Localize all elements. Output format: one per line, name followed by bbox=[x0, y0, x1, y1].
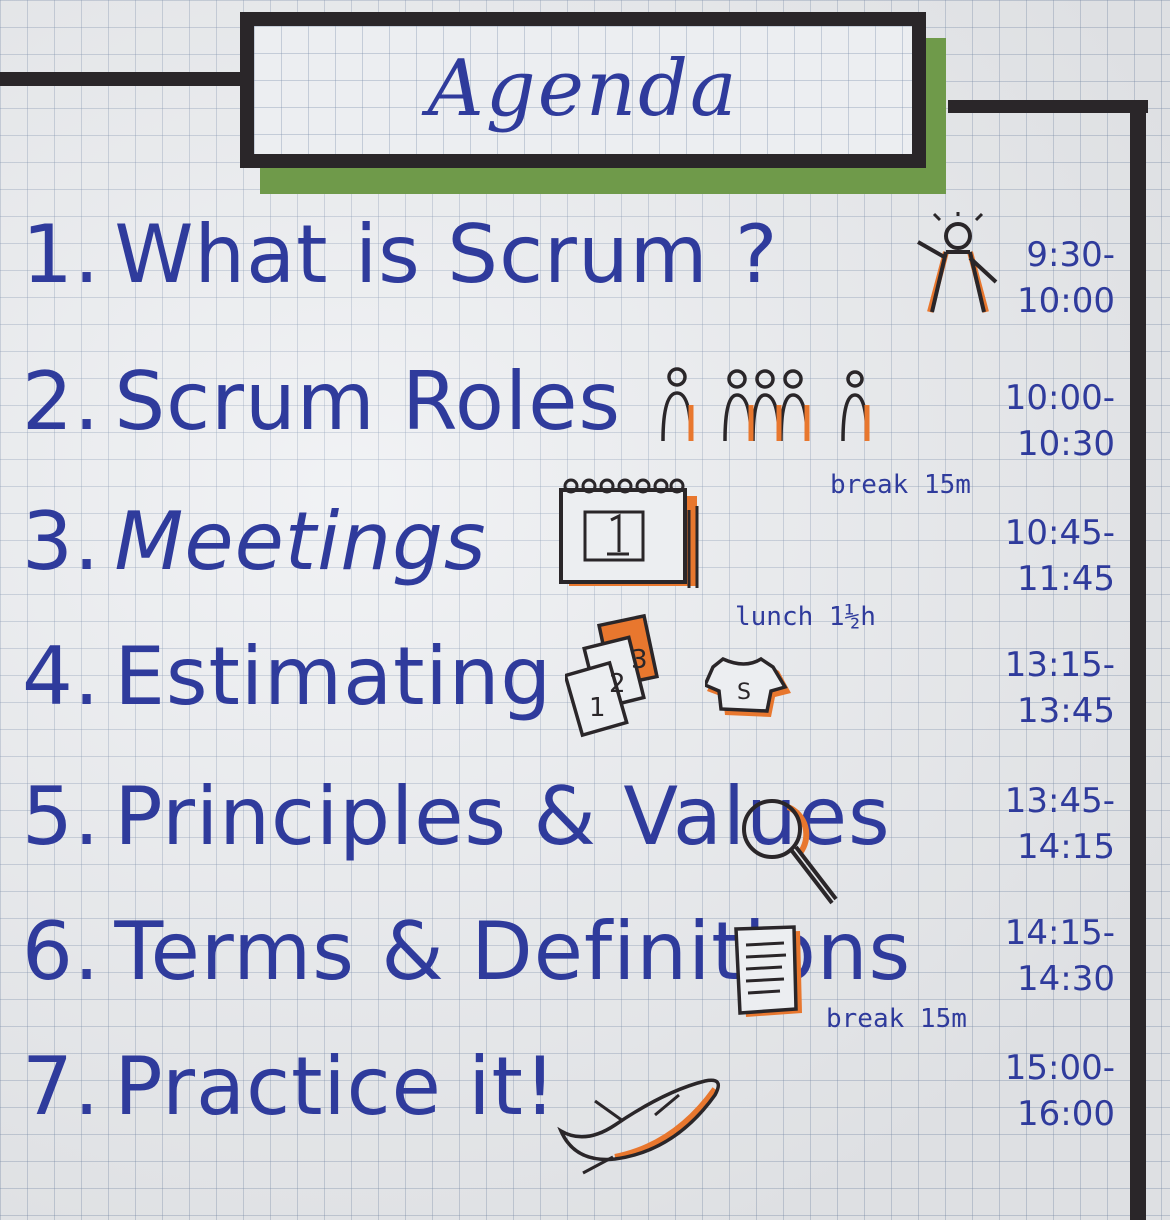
time-item-6: 14:15- 14:30 bbox=[965, 910, 1115, 1002]
confused-person-icon bbox=[917, 212, 998, 313]
lunch-note: lunch 1½h bbox=[735, 602, 876, 632]
item-number: 4. bbox=[22, 630, 101, 723]
time-item-2: 10:00- 10:30 bbox=[965, 375, 1115, 467]
time-start: 9:30- bbox=[1026, 235, 1115, 275]
time-end: 14:30 bbox=[1017, 959, 1115, 999]
time-end: 14:15 bbox=[1017, 827, 1115, 867]
item-label: Practice it! bbox=[114, 1040, 557, 1133]
break-note-2: break 15m bbox=[826, 1004, 967, 1034]
agenda-item-2: 2. Scrum Roles bbox=[22, 355, 621, 448]
time-item-1: 9:30- 10:00 bbox=[965, 232, 1115, 324]
item-label: Scrum Roles bbox=[114, 355, 622, 448]
agenda-item-5: 5. Principles & Values bbox=[22, 770, 891, 863]
time-item-4: 13:15- 13:45 bbox=[965, 642, 1115, 734]
airplane-icon bbox=[557, 1078, 721, 1175]
svg-text:3: 3 bbox=[631, 645, 648, 675]
time-end: 11:45 bbox=[1017, 559, 1115, 599]
time-end: 10:00 bbox=[1017, 281, 1115, 321]
item-label: Meetings bbox=[114, 495, 487, 588]
time-start: 14:15- bbox=[1004, 913, 1115, 953]
title-box: Agenda bbox=[240, 12, 926, 168]
svg-text:1: 1 bbox=[589, 693, 606, 723]
item-label: Principles & Values bbox=[114, 770, 891, 863]
item-number: 7. bbox=[22, 1040, 101, 1133]
document-icon bbox=[734, 925, 802, 1017]
item-number: 2. bbox=[22, 355, 101, 448]
time-item-3: 10:45- 11:45 bbox=[965, 510, 1115, 602]
estimation-cards-icon: 321 bbox=[565, 613, 660, 738]
time-end: 10:30 bbox=[1017, 424, 1115, 464]
svg-text:2: 2 bbox=[609, 669, 626, 699]
time-start: 13:15- bbox=[1004, 645, 1115, 685]
item-number: 1. bbox=[22, 208, 101, 301]
time-item-7: 15:00- 16:00 bbox=[965, 1045, 1115, 1137]
time-item-5: 13:45- 14:15 bbox=[965, 778, 1115, 870]
tshirt-size-icon: S bbox=[705, 656, 791, 717]
team-people-icon bbox=[661, 367, 870, 442]
frame-line-right-top bbox=[948, 100, 1148, 113]
time-end: 16:00 bbox=[1017, 1094, 1115, 1134]
agenda-item-1: 1. What is Scrum ? bbox=[22, 208, 778, 301]
item-number: 6. bbox=[22, 905, 101, 998]
time-end: 13:45 bbox=[1017, 691, 1115, 731]
time-start: 10:00- bbox=[1004, 378, 1115, 418]
time-start: 10:45- bbox=[1004, 513, 1115, 553]
item-label: What is Scrum ? bbox=[114, 208, 779, 301]
agenda-item-3: 3. Meetings bbox=[22, 495, 487, 588]
svg-text:S: S bbox=[737, 680, 751, 705]
magnifier-icon bbox=[742, 799, 838, 905]
time-start: 13:45- bbox=[1004, 781, 1115, 821]
item-number: 5. bbox=[22, 770, 101, 863]
frame-line-top bbox=[0, 72, 250, 86]
frame-line-right bbox=[1130, 100, 1146, 1220]
item-label: Estimating bbox=[114, 630, 553, 723]
item-number: 3. bbox=[22, 495, 101, 588]
agenda-item-4: 4. Estimating bbox=[22, 630, 552, 723]
time-start: 15:00- bbox=[1004, 1048, 1115, 1088]
break-note-1: break 15m bbox=[830, 470, 971, 500]
page-title: Agenda bbox=[427, 44, 739, 134]
agenda-item-7: 7. Practice it! bbox=[22, 1040, 557, 1133]
calendar-icon bbox=[559, 478, 699, 588]
